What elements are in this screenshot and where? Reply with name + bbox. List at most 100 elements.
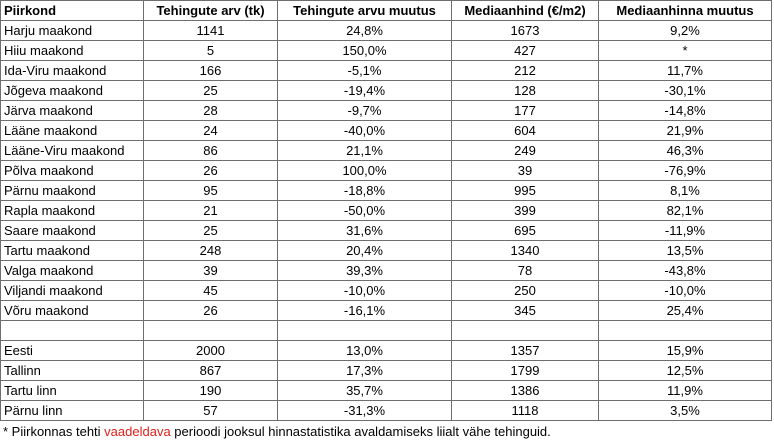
empty-cell [0, 320, 144, 341]
value-cell: 26 [143, 160, 278, 181]
value-cell: 345 [451, 300, 599, 321]
table-row: Tartu linn 190 35,7% 1386 11,9% [0, 380, 772, 401]
table-row: Pärnu maakond 95 -18,8% 995 8,1% [0, 180, 772, 201]
footnote-text: perioodi jooksul hinnastatistika avaldam… [170, 424, 551, 439]
value-cell: -18,8% [277, 180, 452, 201]
value-cell: 248 [143, 240, 278, 261]
value-cell: 1340 [451, 240, 599, 261]
value-cell: 867 [143, 360, 278, 381]
value-cell: 399 [451, 200, 599, 221]
region-cell: Lääne maakond [0, 120, 144, 141]
value-cell: 35,7% [277, 380, 452, 401]
value-cell: 128 [451, 80, 599, 101]
value-cell: 25,4% [598, 300, 772, 321]
value-cell: -19,4% [277, 80, 452, 101]
header-row: Piirkond Tehingute arv (tk) Tehingute arvu… [0, 0, 772, 21]
table-row: Valga maakond 39 39,3% 78 -43,8% [0, 260, 772, 281]
region-cell: Harju maakond [0, 20, 144, 41]
table-row: Lääne maakond 24 -40,0% 604 21,9% [0, 120, 772, 141]
region-cell: Viljandi maakond [0, 280, 144, 301]
value-cell: 39 [143, 260, 278, 281]
value-cell: 11,7% [598, 60, 772, 81]
region-cell: Tartu linn [0, 380, 144, 401]
value-cell: 21,1% [277, 140, 452, 161]
footnote-text: * Piirkonnas tehti [3, 424, 105, 439]
empty-cell [598, 320, 772, 341]
table-row: Pärnu linn 57 -31,3% 1118 3,5% [0, 400, 772, 421]
value-cell: 78 [451, 260, 599, 281]
empty-cell [277, 320, 452, 341]
value-cell: 31,6% [277, 220, 452, 241]
value-cell: 1118 [451, 400, 599, 421]
value-cell: 1799 [451, 360, 599, 381]
value-cell: -16,1% [277, 300, 452, 321]
value-cell: -14,8% [598, 100, 772, 121]
region-cell: Põlva maakond [0, 160, 144, 181]
value-cell: 695 [451, 220, 599, 241]
value-cell: 17,3% [277, 360, 452, 381]
value-cell: 1386 [451, 380, 599, 401]
value-cell: -11,9% [598, 220, 772, 241]
value-cell: 21,9% [598, 120, 772, 141]
value-cell: -30,1% [598, 80, 772, 101]
region-cell: Lääne-Viru maakond [0, 140, 144, 161]
column-header: Tehingute arvu muutus [277, 0, 452, 21]
region-cell: Valga maakond [0, 260, 144, 281]
value-cell: 20,4% [277, 240, 452, 261]
region-cell: Ida-Viru maakond [0, 60, 144, 81]
value-cell: 25 [143, 220, 278, 241]
value-cell: 13,0% [277, 340, 452, 361]
region-cell: Tartu maakond [0, 240, 144, 261]
value-cell: -50,0% [277, 200, 452, 221]
value-cell: 15,9% [598, 340, 772, 361]
value-cell: -5,1% [277, 60, 452, 81]
column-header: Mediaanhind (€/m2) [451, 0, 599, 21]
value-cell: 13,5% [598, 240, 772, 261]
value-cell: 995 [451, 180, 599, 201]
table-row: Ida-Viru maakond 166 -5,1% 212 11,7% [0, 60, 772, 81]
value-cell: 249 [451, 140, 599, 161]
value-cell: 1141 [143, 20, 278, 41]
value-cell: 39 [451, 160, 599, 181]
column-header: Piirkond [0, 0, 144, 21]
value-cell: 250 [451, 280, 599, 301]
region-cell: Pärnu linn [0, 400, 144, 421]
value-cell: -10,0% [598, 280, 772, 301]
value-cell: * [598, 40, 772, 61]
value-cell: 8,1% [598, 180, 772, 201]
table-row: Tartu maakond 248 20,4% 1340 13,5% [0, 240, 772, 261]
value-cell: -9,7% [277, 100, 452, 121]
value-cell: 150,0% [277, 40, 452, 61]
table-row: Jõgeva maakond 25 -19,4% 128 -30,1% [0, 80, 772, 101]
value-cell: 1673 [451, 20, 599, 41]
table-row: Rapla maakond 21 -50,0% 399 82,1% [0, 200, 772, 221]
footnote: * Piirkonnas tehti vaadeldava perioodi j… [3, 423, 551, 441]
value-cell: 25 [143, 80, 278, 101]
spacer-row [0, 320, 772, 341]
value-cell: 3,5% [598, 400, 772, 421]
value-cell: 11,9% [598, 380, 772, 401]
region-cell: Hiiu maakond [0, 40, 144, 61]
value-cell: 57 [143, 400, 278, 421]
table-row: Viljandi maakond 45 -10,0% 250 -10,0% [0, 280, 772, 301]
value-cell: 427 [451, 40, 599, 61]
data-table: Piirkond Tehingute arv (tk) Tehingute arvu… [0, 0, 772, 421]
value-cell: 39,3% [277, 260, 452, 281]
value-cell: 166 [143, 60, 278, 81]
value-cell: 604 [451, 120, 599, 141]
region-cell: Rapla maakond [0, 200, 144, 221]
value-cell: 1357 [451, 340, 599, 361]
region-cell: Järva maakond [0, 100, 144, 121]
empty-cell [143, 320, 278, 341]
region-cell: Jõgeva maakond [0, 80, 144, 101]
region-cell: Tallinn [0, 360, 144, 381]
table-row: Järva maakond 28 -9,7% 177 -14,8% [0, 100, 772, 121]
region-cell: Saare maakond [0, 220, 144, 241]
value-cell: 190 [143, 380, 278, 401]
value-cell: 177 [451, 100, 599, 121]
value-cell: 26 [143, 300, 278, 321]
value-cell: 95 [143, 180, 278, 201]
value-cell: 24,8% [277, 20, 452, 41]
footnote-highlight: vaadeldava [104, 424, 171, 439]
region-cell: Pärnu maakond [0, 180, 144, 201]
